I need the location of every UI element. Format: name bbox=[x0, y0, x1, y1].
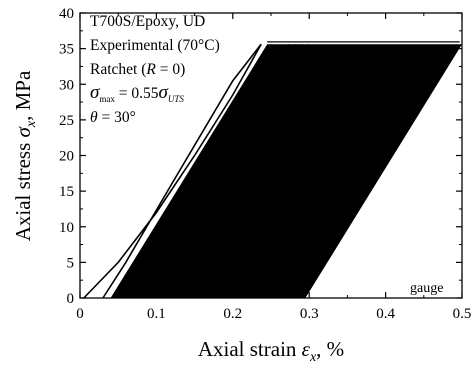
corner-label-backing bbox=[406, 279, 456, 296]
annotation-material: T700S/Epoxy, UD bbox=[90, 13, 205, 30]
y-tick-label: 0 bbox=[67, 291, 75, 307]
y-tick-label: 10 bbox=[59, 220, 74, 236]
y-axis-label: Axial stress σx, MPa bbox=[11, 70, 39, 241]
x-axis-label-suffix: , % bbox=[316, 337, 344, 361]
x-tick-label: 0.3 bbox=[300, 306, 319, 322]
sigma-uts-sub: UTS bbox=[168, 94, 185, 104]
annotation-loading: Ratchet (R = 0) bbox=[90, 61, 185, 78]
axis-labels: Axial strain εx, % Axial stress σx, MPa bbox=[11, 70, 344, 365]
early-cycle-line bbox=[130, 43, 309, 299]
annotation-angle: θ = 30° bbox=[90, 109, 136, 126]
early-cycle-line bbox=[112, 43, 291, 299]
annotation-condition: Experimental (70°C) bbox=[90, 37, 220, 54]
ticks: 0 0.1 0.2 0.3 0.4 0.5 0 5 10 15 20 25 30 35 40 bbox=[59, 6, 471, 322]
annotation-loading-var: R bbox=[145, 61, 156, 78]
sigma-max-sub: max bbox=[99, 94, 115, 104]
y-tick-label: 20 bbox=[59, 149, 74, 165]
plot-content bbox=[83, 41, 462, 299]
y-tick-label: 25 bbox=[59, 113, 74, 129]
y-axis-label-suffix: , MPa bbox=[11, 70, 35, 121]
annotation-loading-post: = 0) bbox=[156, 61, 185, 78]
x-tick-label: 0.5 bbox=[453, 306, 472, 322]
x-axis-label-sub: x bbox=[309, 350, 317, 365]
y-tick-label: 35 bbox=[59, 42, 74, 58]
first-cycle-loading-line bbox=[83, 43, 262, 299]
first-cycle-unloading-line bbox=[102, 43, 262, 299]
angle-eq: = 30° bbox=[98, 109, 136, 126]
y-tick-label: 30 bbox=[59, 77, 74, 93]
cycle-band bbox=[110, 44, 462, 298]
y-axis-label-prefix: Axial stress bbox=[11, 137, 35, 241]
early-cycle-line bbox=[118, 43, 297, 299]
y-tick-label: 5 bbox=[67, 255, 75, 271]
x-tick-label: 0.4 bbox=[376, 306, 395, 322]
stress-level-eq: = 0.55 bbox=[115, 85, 159, 102]
sigma-symbol-2: σ bbox=[159, 82, 169, 103]
y-axis-label-sub: x bbox=[24, 120, 39, 128]
y-axis-label-symbol: σ bbox=[11, 125, 35, 137]
annotation-corner: gauge bbox=[410, 281, 443, 296]
x-axis-label: Axial strain εx, % bbox=[198, 337, 344, 365]
y-tick-label: 15 bbox=[59, 184, 74, 200]
early-cycle-line bbox=[124, 43, 303, 299]
x-tick-label: 0.2 bbox=[223, 306, 242, 322]
x-axis-label-symbol: ε bbox=[302, 337, 311, 361]
theta-symbol: θ bbox=[90, 109, 98, 126]
annotation-loading-pre: Ratchet ( bbox=[90, 61, 146, 78]
x-axis-label-prefix: Axial strain bbox=[198, 337, 302, 361]
annotations: T700S/Epoxy, UD Experimental (70°C) Ratc… bbox=[90, 13, 443, 296]
x-tick-label: 0 bbox=[76, 306, 84, 322]
x-tick-label: 0.1 bbox=[147, 306, 166, 322]
sigma-symbol: σ bbox=[90, 82, 100, 103]
annotation-stress-level: σmax = 0.55σUTS bbox=[90, 82, 184, 104]
y-tick-label: 40 bbox=[59, 6, 74, 22]
